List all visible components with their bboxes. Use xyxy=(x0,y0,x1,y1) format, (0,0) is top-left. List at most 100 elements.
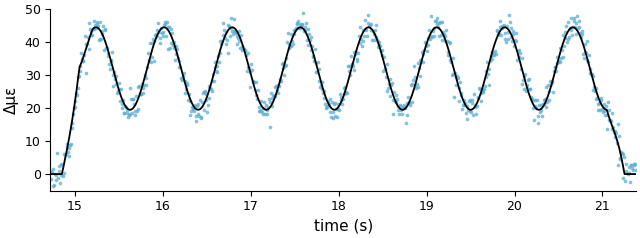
Point xyxy=(161,23,171,26)
Point xyxy=(198,109,209,112)
Point xyxy=(422,49,432,53)
Point xyxy=(557,33,568,37)
Point xyxy=(211,69,221,73)
Point xyxy=(355,41,365,45)
Point xyxy=(260,112,270,116)
Point xyxy=(330,102,340,105)
Point xyxy=(188,106,198,110)
Point xyxy=(52,177,63,180)
Point xyxy=(321,106,331,110)
Point xyxy=(381,75,391,79)
Point xyxy=(487,50,497,54)
Point xyxy=(196,115,207,119)
Point xyxy=(558,55,568,59)
Point xyxy=(406,100,417,104)
Point xyxy=(243,65,253,69)
Point xyxy=(380,66,390,70)
Point xyxy=(448,72,458,76)
Point xyxy=(437,39,447,42)
Point xyxy=(417,50,427,54)
Point xyxy=(295,22,305,26)
Point xyxy=(563,37,573,40)
Point xyxy=(500,38,510,41)
Point xyxy=(319,89,329,93)
Point xyxy=(184,99,195,103)
Point xyxy=(374,40,384,44)
Point xyxy=(46,177,56,181)
Point xyxy=(202,110,212,114)
Point xyxy=(117,102,127,105)
Point xyxy=(62,142,72,146)
Point xyxy=(441,29,451,32)
Point xyxy=(451,83,461,87)
Point xyxy=(113,89,123,93)
Point xyxy=(340,90,351,94)
Point xyxy=(88,27,98,30)
Point xyxy=(620,179,630,183)
Point xyxy=(375,45,385,48)
Point xyxy=(186,109,196,113)
Point xyxy=(52,151,62,155)
Point xyxy=(80,34,90,38)
Point xyxy=(277,63,287,66)
Point xyxy=(620,169,630,173)
Point xyxy=(396,108,406,112)
Point xyxy=(311,70,321,74)
Point xyxy=(431,19,441,23)
Point xyxy=(143,59,154,63)
Point xyxy=(162,20,172,24)
Point xyxy=(177,77,187,81)
Point xyxy=(170,58,180,61)
Point xyxy=(486,57,497,60)
Point xyxy=(301,38,312,42)
Point xyxy=(607,127,618,131)
Point xyxy=(420,40,430,44)
Point xyxy=(548,69,559,73)
Point xyxy=(191,119,202,123)
Point xyxy=(518,79,528,82)
Point xyxy=(300,25,310,29)
Point xyxy=(123,115,133,119)
Point xyxy=(267,104,277,108)
Point xyxy=(118,111,129,115)
Point xyxy=(377,48,387,52)
Point xyxy=(355,25,365,28)
Point xyxy=(607,111,617,114)
Point xyxy=(111,82,122,86)
Point xyxy=(628,163,639,166)
Point xyxy=(132,107,143,111)
Point xyxy=(536,103,546,106)
Point xyxy=(363,13,373,17)
Point xyxy=(204,96,214,99)
Point xyxy=(352,60,362,63)
Point xyxy=(98,24,108,28)
Point xyxy=(449,95,460,99)
Point xyxy=(478,88,488,92)
Point xyxy=(417,52,428,56)
Point xyxy=(345,73,355,77)
Point xyxy=(237,44,247,48)
Point xyxy=(523,78,533,82)
Point xyxy=(385,77,395,81)
Point xyxy=(310,61,321,65)
Point xyxy=(609,130,619,134)
Point xyxy=(584,71,595,75)
Point xyxy=(179,79,189,83)
Point xyxy=(457,107,467,111)
Point xyxy=(545,79,556,83)
Point xyxy=(320,102,330,106)
Point xyxy=(510,38,520,42)
Point xyxy=(145,41,156,45)
Point xyxy=(294,26,304,30)
Point xyxy=(303,43,313,47)
Point xyxy=(438,30,448,34)
Point xyxy=(209,79,219,83)
Point xyxy=(518,74,529,78)
Point xyxy=(49,183,60,187)
Point xyxy=(316,80,326,84)
Point xyxy=(593,108,604,111)
Point xyxy=(278,66,288,70)
Point xyxy=(429,26,440,30)
Point xyxy=(453,86,463,90)
Point xyxy=(627,167,637,170)
